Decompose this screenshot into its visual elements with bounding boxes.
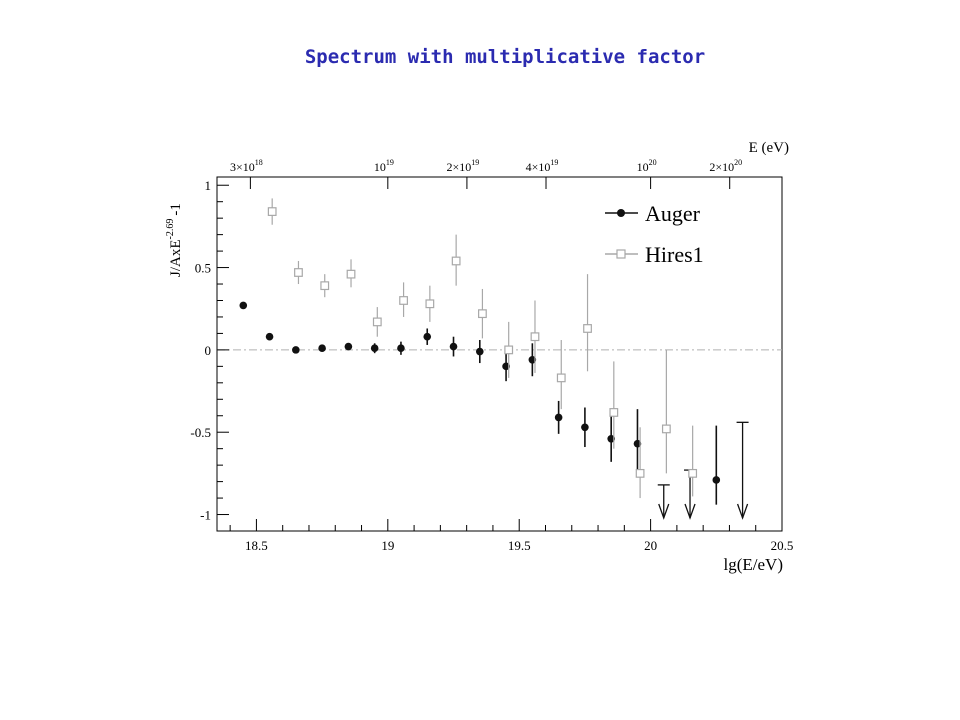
data-point bbox=[372, 317, 382, 327]
x-tick-label: 19 bbox=[381, 538, 394, 553]
data-point bbox=[425, 299, 435, 309]
axes: 18.5 19 19.5 20 20.5 1 0.5 0 -0.5 -1 3×1018 1019 2×1… bbox=[190, 158, 793, 553]
x-tick-label: 20 bbox=[644, 538, 657, 553]
top-tick-label: 2×1020 bbox=[709, 158, 742, 174]
upper-limit-arrow bbox=[684, 503, 696, 520]
data-point bbox=[449, 342, 458, 351]
data-point bbox=[318, 344, 326, 353]
legend-marker bbox=[617, 209, 625, 217]
data-point bbox=[607, 434, 615, 443]
legend-label: Hires1 bbox=[645, 242, 704, 267]
data-point bbox=[451, 256, 461, 266]
top-tick-label: 4×1019 bbox=[526, 158, 559, 174]
data-point bbox=[292, 346, 300, 354]
data-point bbox=[583, 324, 592, 333]
data-point bbox=[661, 424, 671, 434]
top-tick-label: 3×1018 bbox=[230, 158, 263, 174]
data-point bbox=[688, 468, 698, 478]
upper-limit-arrow bbox=[658, 503, 670, 520]
data-series bbox=[239, 198, 749, 520]
data-point bbox=[399, 296, 408, 305]
top-axis-label: E (eV) bbox=[749, 140, 789, 156]
data-point bbox=[556, 373, 566, 383]
y-tick-label: 0 bbox=[205, 343, 212, 358]
y-axis-label: J/AxE-2.69 -1 bbox=[165, 203, 184, 277]
data-point bbox=[397, 344, 405, 353]
data-point bbox=[344, 342, 353, 351]
y-tick-label: -1 bbox=[200, 508, 211, 523]
data-point bbox=[528, 355, 537, 364]
data-point bbox=[530, 332, 540, 342]
data-point bbox=[633, 439, 642, 448]
y-axis-label-base: J/AxE bbox=[168, 240, 184, 278]
data-point bbox=[239, 301, 248, 310]
data-point bbox=[504, 345, 514, 355]
data-point bbox=[346, 269, 356, 279]
data-point bbox=[478, 309, 487, 319]
data-point bbox=[581, 423, 589, 432]
data-point bbox=[320, 281, 330, 291]
x-tick-label: 19.5 bbox=[508, 538, 531, 553]
top-tick-label: 1019 bbox=[374, 158, 394, 174]
plot-frame bbox=[216, 176, 783, 532]
data-point bbox=[294, 268, 303, 277]
y-tick-label: -0.5 bbox=[190, 425, 211, 440]
x-tick-label: 20.5 bbox=[771, 538, 794, 553]
data-point bbox=[265, 332, 274, 341]
y-axis-label-suffix: -1 bbox=[168, 203, 184, 216]
data-point bbox=[475, 347, 484, 356]
legend: Auger Hires1 bbox=[605, 201, 704, 267]
page-title: Spectrum with multiplicative factor bbox=[304, 46, 706, 68]
data-point bbox=[267, 207, 277, 216]
data-point bbox=[370, 344, 379, 353]
legend-marker bbox=[616, 249, 626, 259]
y-axis-label-exponent: -2.69 bbox=[165, 219, 176, 240]
x-tick-label: 18.5 bbox=[245, 538, 268, 553]
top-tick-label: 2×1019 bbox=[447, 158, 480, 174]
data-point bbox=[423, 332, 432, 341]
upper-limit-arrow bbox=[736, 503, 749, 520]
series-hires1 bbox=[267, 198, 698, 499]
top-tick-label: 1020 bbox=[637, 158, 657, 174]
y-tick-label: 0.5 bbox=[195, 261, 211, 276]
data-point bbox=[554, 413, 563, 422]
data-point bbox=[609, 408, 619, 417]
data-point bbox=[635, 468, 645, 478]
x-axis-label: lg(E/eV) bbox=[724, 555, 783, 574]
y-tick-label: 1 bbox=[205, 178, 212, 193]
legend-label: Auger bbox=[645, 201, 701, 226]
data-point bbox=[712, 476, 721, 484]
series-auger bbox=[239, 301, 749, 520]
data-point bbox=[502, 362, 510, 371]
